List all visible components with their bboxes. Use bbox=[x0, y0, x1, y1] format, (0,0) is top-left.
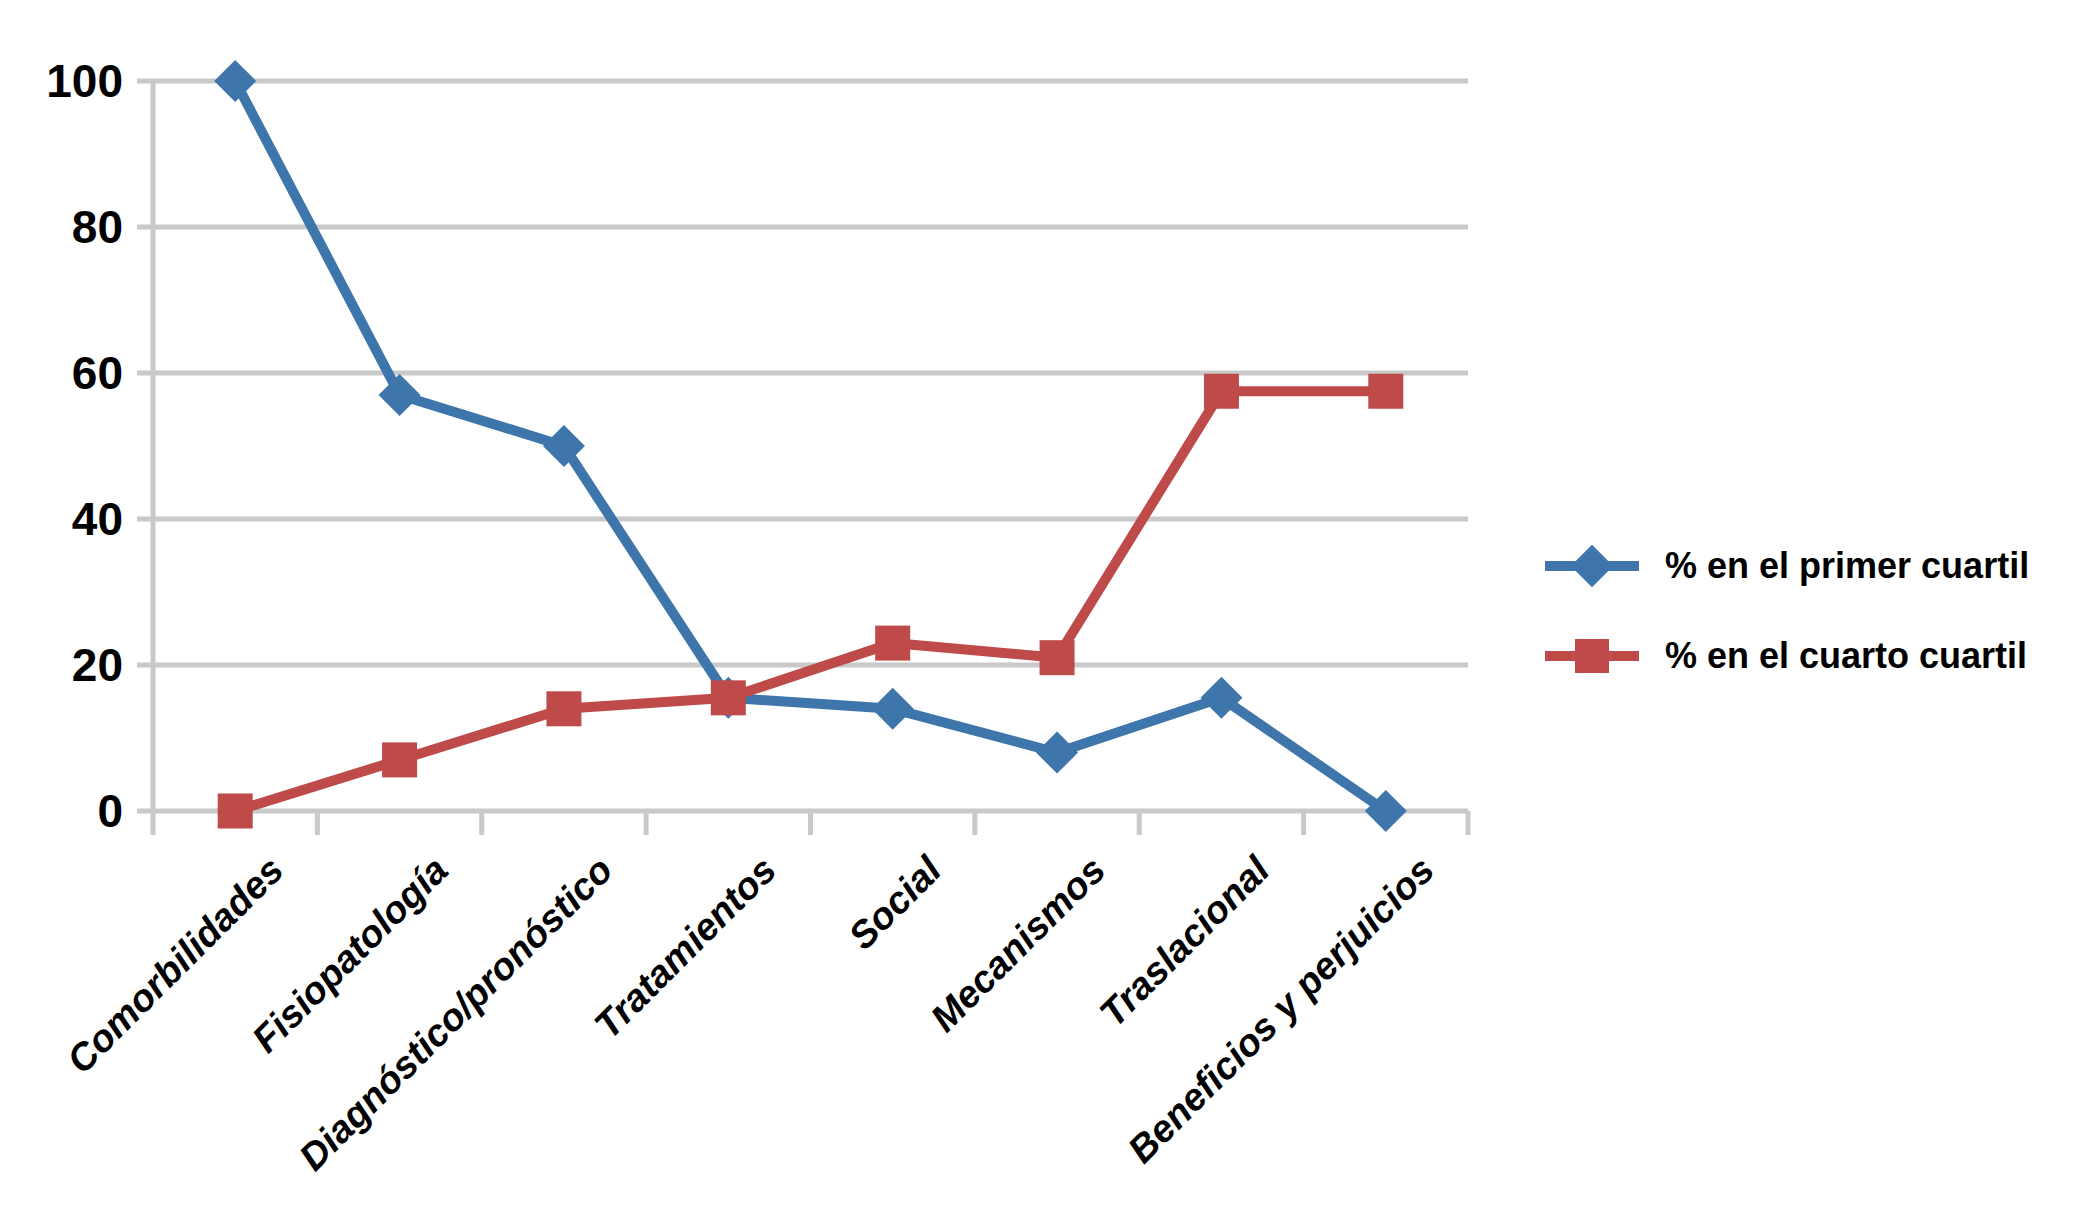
data-point-square-1-3 bbox=[711, 680, 746, 715]
legend-diamond-marker-icon bbox=[1545, 543, 1639, 589]
data-point-diamond-0-4 bbox=[872, 688, 914, 730]
data-point-square-1-4 bbox=[875, 626, 910, 661]
y-axis-label-40: 40 bbox=[72, 493, 123, 545]
data-point-square-1-7 bbox=[1368, 374, 1403, 409]
y-axis-label-100: 100 bbox=[46, 55, 123, 107]
chart-legend: % en el primer cuartil % en el cuarto cu… bbox=[1545, 543, 2029, 679]
data-point-square-1-1 bbox=[382, 742, 417, 777]
y-axis-label-20: 20 bbox=[72, 639, 123, 691]
data-point-square-1-2 bbox=[546, 691, 581, 726]
square-icon bbox=[1575, 639, 1609, 673]
data-point-diamond-0-0 bbox=[214, 60, 256, 102]
data-point-square-1-6 bbox=[1204, 374, 1239, 409]
y-axis-label-60: 60 bbox=[72, 347, 123, 399]
data-point-diamond-0-1 bbox=[379, 374, 421, 416]
diamond-icon bbox=[1571, 545, 1613, 587]
legend-label-primer-cuartil: % en el primer cuartil bbox=[1665, 545, 2029, 587]
legend-item-primer-cuartil: % en el primer cuartil bbox=[1545, 543, 2029, 589]
data-point-diamond-0-5 bbox=[1036, 732, 1078, 774]
data-point-square-1-5 bbox=[1040, 640, 1075, 675]
chart-canvas: 020406080100 ComorbilidadesFisiopatologí… bbox=[0, 0, 2095, 1215]
legend-item-cuarto-cuartil: % en el cuarto cuartil bbox=[1545, 633, 2029, 679]
data-point-square-1-0 bbox=[218, 794, 253, 829]
y-axis-label-0: 0 bbox=[97, 785, 123, 837]
legend-label-cuarto-cuartil: % en el cuarto cuartil bbox=[1665, 635, 2027, 677]
legend-square-marker-icon bbox=[1545, 633, 1639, 679]
y-axis-label-80: 80 bbox=[72, 201, 123, 253]
